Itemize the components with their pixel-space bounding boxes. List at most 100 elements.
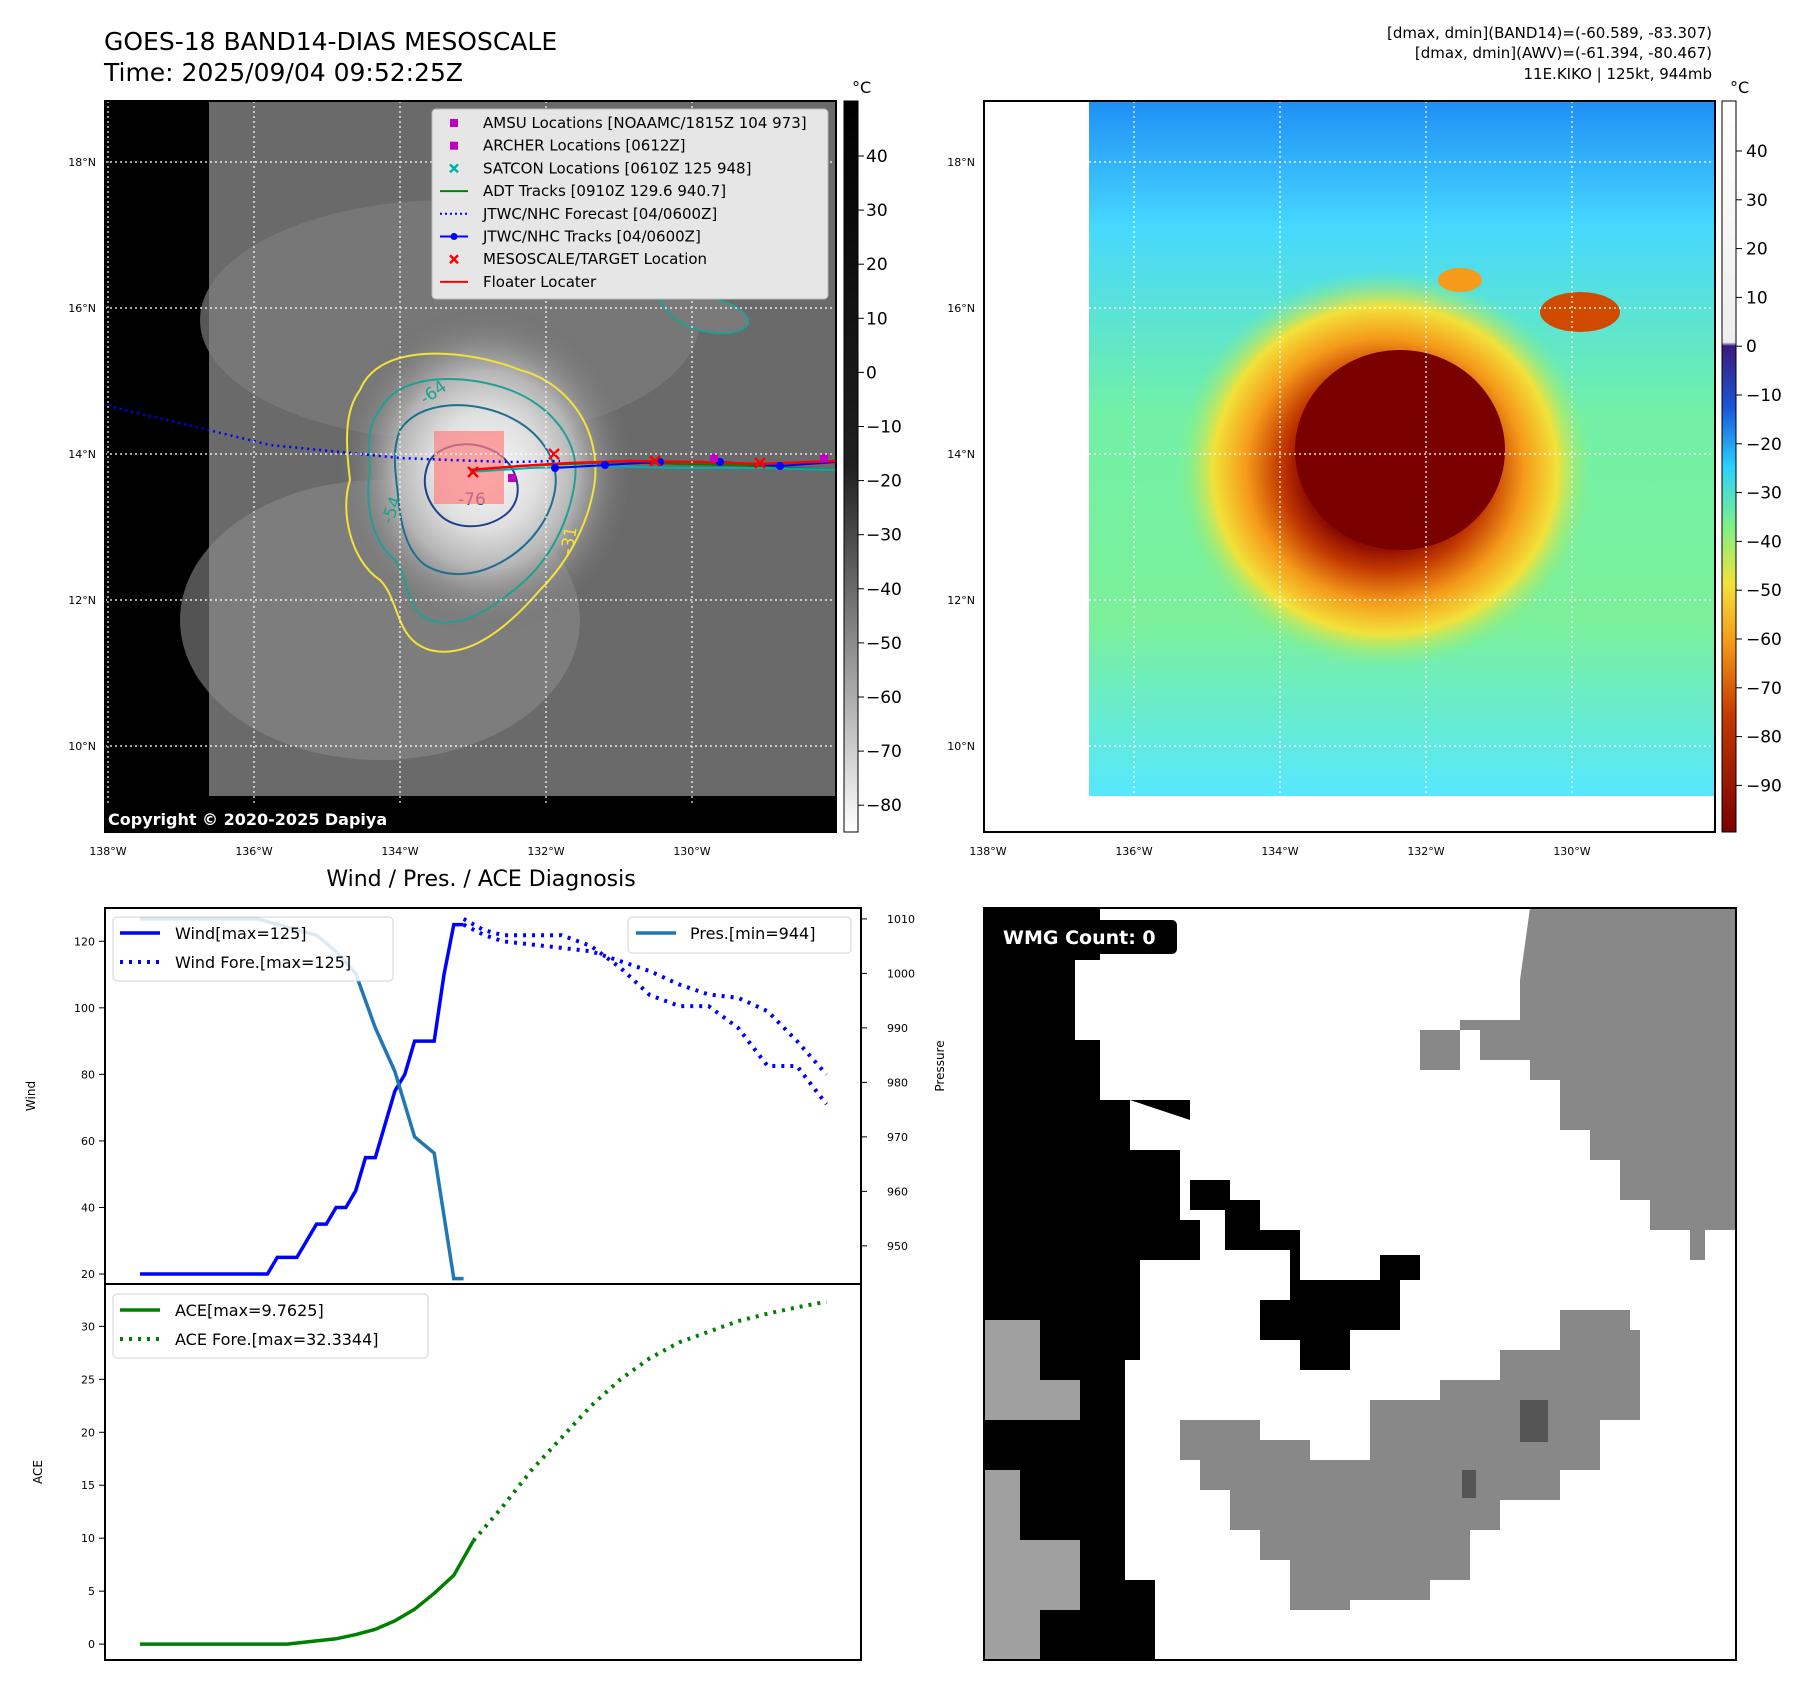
colorbar-gradient	[843, 100, 859, 833]
wmg-black-region	[1130, 1100, 1420, 1370]
lon-label: 130°W	[673, 845, 710, 858]
y-tick-label: 10	[81, 1532, 95, 1545]
legend-entry: JTWC/NHC Tracks [04/0600Z]	[440, 228, 701, 246]
legend-label: Pres.[min=944]	[690, 924, 815, 943]
colorbar-tick-label: −70	[866, 742, 902, 762]
legend-entry: ADT Tracks [0910Z 129.6 940.7]	[440, 182, 726, 200]
lat-label: 18°N	[68, 156, 96, 169]
lat-label: 12°N	[947, 594, 975, 607]
legend-entry: AMSU Locations [NOAAMC/1815Z 104 973]	[450, 114, 807, 132]
figure-title-line1: GOES-18 BAND14-DIAS MESOSCALE	[104, 27, 557, 56]
colorbar-tick-label: 30	[866, 201, 888, 221]
copyright-text: Copyright © 2020-2025 Dapiya	[108, 810, 387, 829]
y2-axis-label: Pressure	[933, 1040, 947, 1091]
left-map-lon-labels: 138°W 136°W 134°W 132°W 130°W	[89, 845, 710, 858]
y-tick-label: 80	[81, 1068, 95, 1081]
colorbar-tick-label: −30	[1746, 484, 1782, 504]
y-axis-label: Wind	[24, 1081, 38, 1111]
legend-label: SATCON Locations [0610Z 125 948]	[483, 159, 751, 177]
legend-label: ADT Tracks [0910Z 129.6 940.7]	[483, 182, 726, 200]
colorbar-tick-label: 20	[1746, 240, 1768, 260]
lon-label: 138°W	[969, 845, 1006, 858]
colorbar-tick-label: −50	[866, 634, 902, 654]
y2-tick-label: 970	[887, 1131, 908, 1144]
y2-tick-label: 990	[887, 1022, 908, 1035]
amsu-point	[820, 454, 828, 462]
ace-chart: 30 25 20 15 10 5 0 ACE ACE[max=9.7625] ACE Fore.[…	[31, 1283, 862, 1661]
series-line	[471, 1299, 827, 1543]
wmg-light-gray-region	[984, 1320, 1080, 1420]
y-tick-label: 20	[81, 1268, 95, 1281]
colorbar-tick-label: −20	[1746, 435, 1782, 455]
colorbar-tick-label: 30	[1746, 191, 1768, 211]
legend-entry: JTWC/NHC Forecast [04/0600Z]	[440, 205, 717, 223]
legend-label: JTWC/NHC Forecast [04/0600Z]	[482, 205, 717, 223]
legend-square-marker	[450, 119, 458, 127]
legend-square-marker	[450, 141, 458, 150]
left-colorbar: °C 40 30 20 10 0 −10 −20 −30 −40 −50 −60 −70 −80	[843, 78, 902, 833]
legend-label: Floater Locater	[483, 273, 597, 291]
lat-label: 16°N	[947, 302, 975, 315]
legend-box	[431, 108, 829, 300]
y-tick-label: 120	[74, 935, 95, 948]
lat-label: 14°N	[947, 448, 975, 461]
colorbar-tick-label: 10	[866, 309, 888, 329]
wmg-black-region	[984, 908, 1200, 1660]
left-ir-map: -64 -76 -54 -31	[104, 100, 837, 833]
wmg-dark-cell	[1520, 1400, 1548, 1442]
awv-range-text: [dmax, dmin](AWV)=(-61.394, -80.467)	[1415, 44, 1712, 62]
legend-box	[627, 916, 852, 954]
legend-dot-marker	[450, 233, 458, 240]
y-tick-label: 5	[88, 1585, 95, 1598]
colorbar-tick-label: 0	[866, 363, 877, 383]
target-x	[754, 457, 766, 469]
contour-label: -31	[557, 525, 582, 556]
legend-x-marker	[449, 254, 459, 265]
series-line	[462, 917, 828, 1106]
y2-tick-label: 950	[887, 1240, 908, 1253]
track-point	[551, 464, 559, 472]
lat-label: 10°N	[947, 740, 975, 753]
track-point	[776, 462, 784, 470]
diagnosis-title: Wind / Pres. / ACE Diagnosis	[326, 867, 635, 892]
colorbar-tick-label: −80	[1746, 728, 1782, 748]
legend-box	[112, 916, 394, 982]
colorbar-tick-label: 10	[1746, 288, 1768, 308]
figure-title-line2: Time: 2025/09/04 09:52:25Z	[103, 58, 463, 87]
legend-label: ACE[max=9.7625]	[175, 1301, 324, 1320]
colorbar-tick-label: −50	[1746, 581, 1782, 601]
right-map-gridlines	[984, 101, 1715, 832]
island-cloud	[1438, 268, 1482, 292]
legend-x-marker	[449, 163, 459, 174]
storm-eye-region	[1295, 350, 1505, 550]
lon-label: 132°W	[527, 845, 564, 858]
colorbar-tick-label: −10	[1746, 386, 1782, 406]
y2-tick-label: 960	[887, 1185, 908, 1198]
lon-label: 134°W	[381, 845, 418, 858]
legend-label: ACE Fore.[max=32.3344]	[175, 1330, 379, 1349]
colorbar-tick-label: −10	[866, 418, 902, 438]
series-line	[140, 922, 464, 1276]
colorbar-tick-label: −90	[1746, 776, 1782, 796]
colorbar-tick-label: −80	[866, 796, 902, 816]
colorbar-gradient	[1721, 100, 1737, 833]
lat-label: 12°N	[68, 594, 96, 607]
lon-label: 132°W	[1407, 845, 1444, 858]
contour-teal	[367, 378, 577, 624]
y-tick-label: 40	[81, 1201, 95, 1214]
left-map-legend: AMSU Locations [NOAAMC/1815Z 104 973] ARC…	[431, 108, 829, 300]
copyright-band	[105, 806, 836, 832]
lat-label: 14°N	[68, 448, 96, 461]
colorbar-unit: °C	[1730, 78, 1749, 97]
right-map-lon-labels: 138°W 136°W 134°W 132°W 130°W	[969, 845, 1590, 858]
pressure-legend: Pres.[min=944]	[627, 916, 852, 954]
lon-label: 130°W	[1553, 845, 1590, 858]
colorbar-tick-label: −60	[866, 688, 902, 708]
legend-label: ARCHER Locations [0612Z]	[483, 137, 686, 155]
legend-box	[112, 1293, 429, 1359]
y2-tick-label: 980	[887, 1076, 908, 1089]
colorbar-tick-label: −30	[866, 526, 902, 546]
colorbar-tick-label: −40	[866, 580, 902, 600]
y-axis-label: ACE	[31, 1460, 45, 1484]
